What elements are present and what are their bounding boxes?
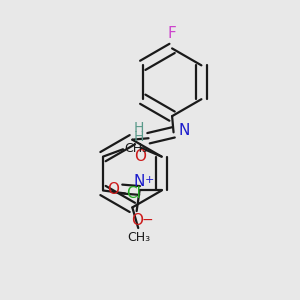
Text: +: + [145, 175, 154, 185]
Text: O: O [130, 214, 142, 229]
Text: N: N [179, 123, 190, 138]
Text: −: − [142, 213, 154, 227]
Text: H: H [134, 121, 144, 135]
Text: O: O [134, 149, 146, 164]
Text: F: F [168, 26, 176, 41]
Text: CH₃: CH₃ [127, 231, 150, 244]
Text: Cl: Cl [127, 186, 141, 201]
Text: N: N [134, 174, 145, 189]
Text: H: H [134, 130, 144, 144]
Text: CH₃: CH₃ [124, 142, 148, 155]
Text: O: O [108, 182, 120, 196]
